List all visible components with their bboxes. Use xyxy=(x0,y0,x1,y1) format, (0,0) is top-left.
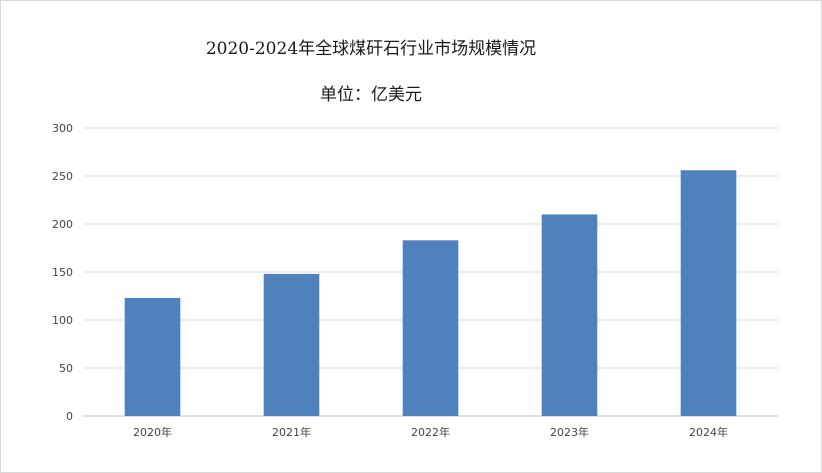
bar-2023年 xyxy=(541,214,598,416)
bar-2024年 xyxy=(680,170,737,416)
bars xyxy=(124,170,737,416)
x-tick-label: 2020年 xyxy=(133,425,172,439)
y-tick-label: 50 xyxy=(59,362,73,375)
y-tick-label: 300 xyxy=(52,122,73,135)
x-tick-label: 2022年 xyxy=(411,425,450,439)
gridlines xyxy=(83,127,778,417)
y-tick-label: 150 xyxy=(52,266,73,279)
bar-2022年 xyxy=(402,240,459,416)
chart-subtitle: 单位：亿美元 xyxy=(320,85,422,105)
y-tick-label: 0 xyxy=(66,410,73,423)
y-axis-ticks: 0 50 100 150 200 250 300 xyxy=(52,122,73,423)
y-tick-label: 250 xyxy=(52,170,73,183)
chart-title: 2020-2024年全球煤矸石行业市场规模情况 xyxy=(205,39,537,59)
y-tick-label: 100 xyxy=(52,314,73,327)
x-tick-label: 2021年 xyxy=(272,425,311,439)
x-tick-label: 2024年 xyxy=(689,425,728,439)
bar-2021年 xyxy=(263,273,320,416)
x-tick-label: 2023年 xyxy=(550,425,589,439)
y-tick-label: 200 xyxy=(52,218,73,231)
bar-2020年 xyxy=(124,297,181,416)
x-axis-ticks: 2020年 2021年 2022年 2023年 2024年 xyxy=(133,425,728,439)
